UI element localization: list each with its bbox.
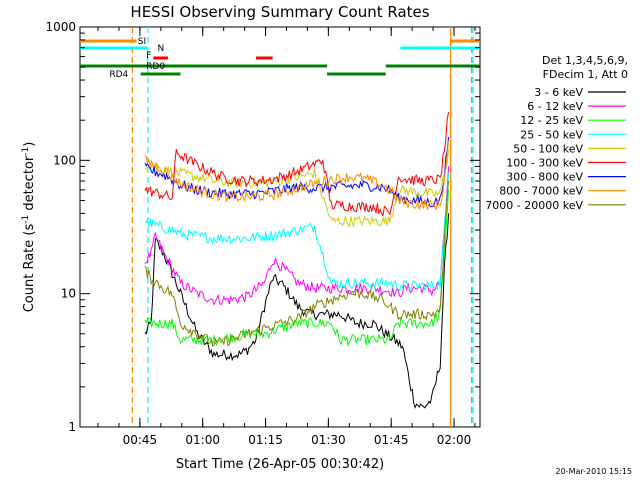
plot-frame — [79, 26, 481, 428]
y-tick-label-2: 100 — [53, 153, 76, 167]
y-tick-label-1: 10 — [61, 287, 76, 301]
y-tick-label-3: 1000 — [45, 20, 76, 34]
flag-n-label: N — [157, 44, 164, 54]
legend-label-6: 300 - 800 keV — [506, 171, 583, 184]
flag-f-label: F — [146, 51, 151, 61]
y-axis: 1 10 100 1000 — [45, 20, 480, 434]
y-axis-label-sup1: -1 — [21, 215, 31, 224]
legend-label-3: 25 - 50 keV — [520, 128, 583, 141]
series-line-8 — [144, 180, 450, 348]
x-tick-label-5: 02:00 — [437, 433, 472, 447]
x-tick-label-0: 00:45 — [123, 433, 158, 447]
series-line-0 — [144, 213, 450, 409]
x-tick-label-1: 01:00 — [185, 433, 220, 447]
x-tick-label-3: 01:30 — [311, 433, 346, 447]
legend-label-7: 800 - 7000 keV — [499, 185, 583, 198]
flag-rd4-label: RD4 — [109, 70, 128, 80]
legend-label-8: 7000 - 20000 keV — [485, 199, 583, 212]
chart-title: HESSI Observing Summary Count Rates — [130, 3, 429, 21]
series-line-3 — [144, 173, 450, 292]
series-lines — [144, 112, 450, 409]
y-tick-label-0: 1 — [68, 420, 76, 434]
legend-header-2: FDecim 1, Att 0 — [543, 68, 628, 81]
series-line-2 — [144, 189, 450, 347]
legend-label-2: 12 - 25 keV — [520, 114, 583, 127]
legend-label-1: 6 - 12 keV — [527, 100, 583, 113]
x-tick-label-4: 01:45 — [374, 433, 409, 447]
y-axis-label-sup2: -1 — [21, 147, 31, 156]
legend-label-4: 50 - 100 keV — [513, 142, 583, 155]
footer-timestamp: 20-Mar-2010 15:15 — [556, 467, 633, 476]
y-axis-label-main: Count Rate (s — [22, 224, 37, 313]
legend-label-5: 100 - 300 keV — [506, 157, 583, 170]
y-axis-label-mid: detector — [22, 155, 37, 215]
y-axis-label: Count Rate (s-1 detector-1) — [21, 142, 37, 313]
vertical-markers — [131, 27, 474, 427]
y-axis-label-end: ) — [22, 142, 37, 147]
series-line-7 — [144, 140, 450, 212]
legend-header-1: Det 1,3,4,5,6,9, — [542, 54, 628, 67]
flag-si-label: SI — [138, 37, 146, 47]
x-axis: 00:45 01:00 01:15 01:30 01:45 02:00 — [97, 27, 476, 447]
legend: Det 1,3,4,5,6,9, FDecim 1, Att 0 3 - 6 k… — [485, 54, 628, 212]
flag-rd0-label: RD0 — [146, 62, 165, 72]
x-tick-label-2: 01:15 — [248, 433, 283, 447]
series-line-6 — [144, 136, 450, 208]
series-line-5 — [144, 112, 450, 217]
series-line-1 — [144, 166, 450, 306]
legend-label-0: 3 - 6 keV — [534, 86, 583, 99]
x-axis-label: Start Time (26-Apr-05 00:30:42) — [176, 457, 384, 472]
